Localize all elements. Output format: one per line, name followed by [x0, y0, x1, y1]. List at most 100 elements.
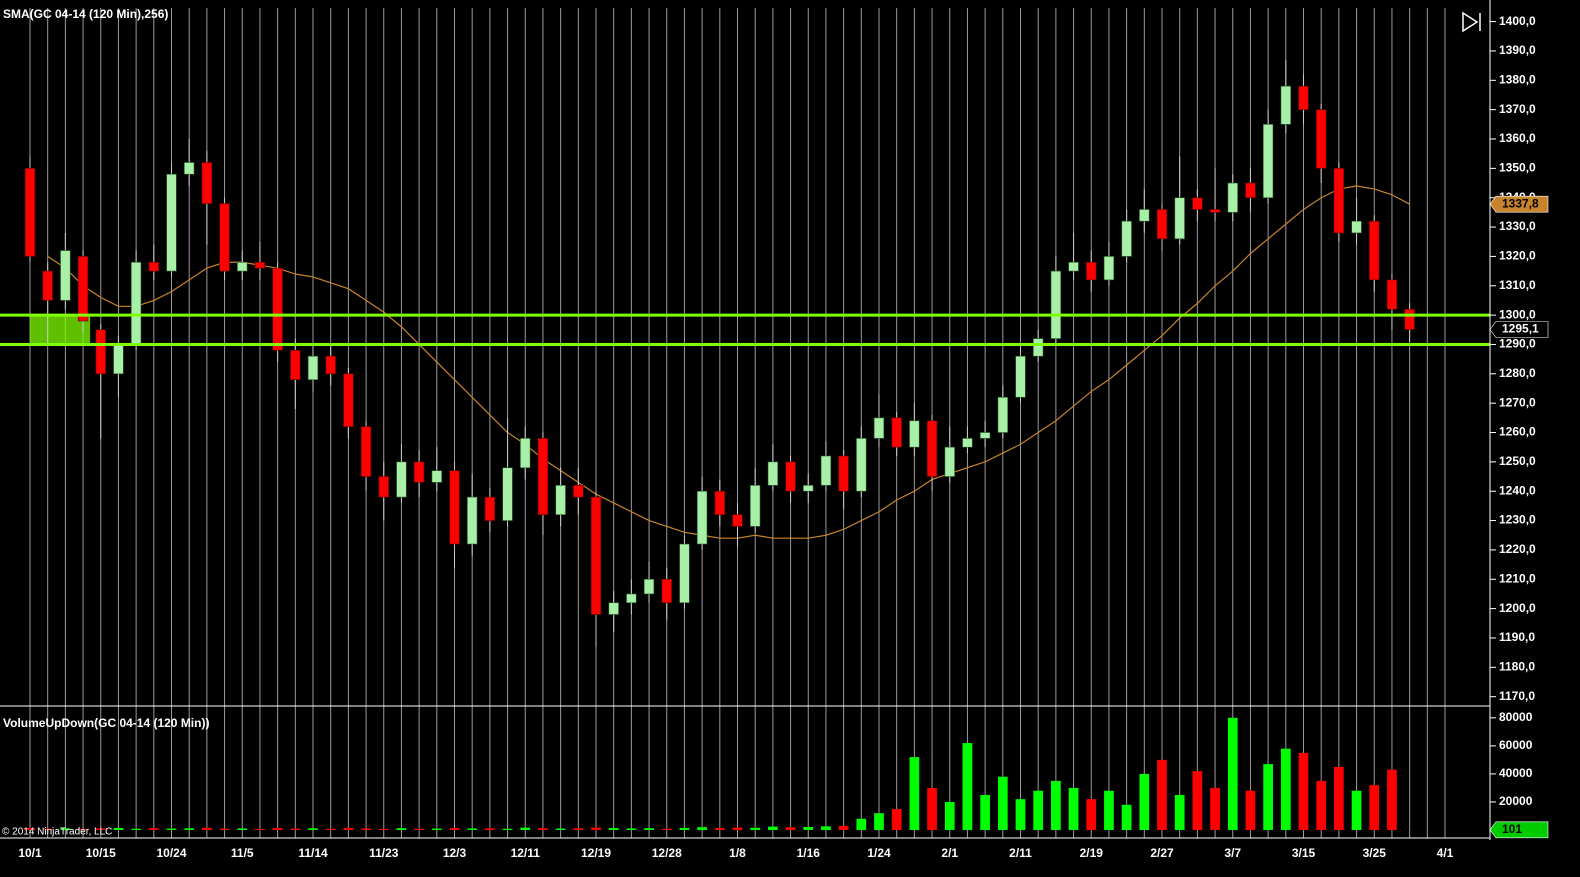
candle-body: [1333, 168, 1345, 234]
volume-bar: [255, 828, 265, 830]
volume-bar: [821, 826, 831, 830]
volume-bar: [1121, 804, 1132, 830]
volume-bar: [573, 828, 584, 830]
y-tick-label: 1210,0: [1499, 571, 1536, 585]
volume-bar: [1316, 780, 1327, 830]
y-tick-label: 1370,0: [1499, 102, 1536, 116]
candle-body: [184, 162, 195, 175]
volume-bar: [1104, 790, 1114, 830]
y-tick-label: 1240,0: [1499, 483, 1536, 497]
candle-body: [997, 396, 1008, 433]
volume-bar: [308, 828, 318, 830]
candle-body: [590, 496, 602, 615]
volume-bar: [1280, 748, 1291, 830]
y-tick-label: 1170,0: [1499, 689, 1535, 703]
candle-body: [130, 261, 142, 345]
candle-body: [1050, 270, 1062, 339]
x-tick-label: 11/5: [231, 846, 254, 860]
candle-body: [820, 455, 832, 486]
x-tick-label: 2/11: [1009, 846, 1032, 860]
y-tick-label: 1190,0: [1499, 630, 1535, 644]
volume-bar: [202, 827, 212, 830]
volume-bar: [962, 743, 973, 830]
candle-body: [1351, 220, 1362, 234]
volume-bar: [1051, 780, 1061, 830]
y-tick-label: 1390,0: [1499, 43, 1536, 57]
candle-body: [1139, 209, 1150, 222]
volume-bar: [219, 828, 230, 830]
candle-body: [1262, 124, 1274, 199]
volume-bar: [78, 828, 88, 830]
candle-body: [148, 261, 159, 272]
volume-bar: [714, 828, 725, 830]
y-tick-label: 1360,0: [1499, 131, 1536, 145]
volume-bar: [290, 828, 301, 830]
volume-bar: [60, 828, 71, 830]
candle-body: [113, 344, 124, 375]
candle-body: [325, 355, 336, 375]
volume-bar: [626, 828, 637, 830]
volume-bar: [1015, 799, 1026, 830]
candle-body: [237, 261, 248, 272]
volume-bar: [42, 828, 53, 830]
x-tick-label: 3/15: [1292, 846, 1316, 860]
candle-body: [555, 485, 566, 515]
volume-bar: [980, 794, 990, 830]
volume-bar: [1351, 790, 1362, 830]
y-tick-label: 1280,0: [1499, 366, 1536, 380]
volume-bar: [361, 828, 371, 830]
volume-bar: [1192, 771, 1203, 830]
candle-body: [803, 485, 814, 492]
x-tick-label: 12/28: [652, 846, 682, 860]
sma-label: 1337,8: [1502, 196, 1539, 210]
candle-body: [449, 470, 460, 545]
y-tick-label: 1320,0: [1499, 249, 1536, 263]
volume-bar: [661, 828, 672, 830]
candle-body: [643, 578, 655, 595]
volume-bar: [166, 828, 177, 830]
x-tick-label: 12/3: [443, 846, 467, 860]
volume-bar: [697, 827, 707, 830]
candle-body: [1174, 197, 1185, 240]
candle-body: [1192, 197, 1203, 210]
volume-bar: [1369, 785, 1380, 830]
volume-bar: [608, 828, 619, 830]
y-tick-label: 1380,0: [1499, 72, 1536, 86]
volume-bar: [1157, 759, 1167, 830]
candle-body: [1156, 209, 1168, 240]
volume-bar: [485, 828, 495, 830]
volume-bar: [679, 827, 690, 830]
y-tick-label: 1220,0: [1499, 542, 1536, 556]
y-tick-label: 1300,0: [1499, 307, 1536, 321]
x-tick-label: 10/1: [18, 846, 42, 860]
candle-body: [431, 470, 442, 483]
candle-body: [1404, 308, 1415, 330]
candle-body: [1121, 220, 1132, 257]
volume-bar: [396, 828, 407, 830]
candle-body: [573, 485, 584, 498]
volume-bar: [95, 828, 106, 830]
candle-body: [219, 203, 230, 272]
candle-body: [166, 173, 177, 272]
candle-body: [307, 355, 319, 380]
candle-body: [1033, 338, 1044, 357]
volume-bar: [555, 828, 566, 830]
x-tick-label: 3/25: [1363, 846, 1387, 860]
candle-body: [944, 446, 955, 477]
candle-body: [360, 426, 372, 477]
candle-body: [484, 496, 496, 521]
x-tick-label: 1/16: [797, 846, 821, 860]
volume-bar: [838, 825, 849, 830]
candle-body: [696, 490, 708, 545]
x-tick-label: 1/8: [729, 846, 746, 860]
sma-label-box: [1489, 195, 1549, 213]
last-price-label-box: [1489, 321, 1549, 338]
scroll-end-button[interactable]: [1460, 10, 1484, 34]
candle-body: [891, 417, 902, 448]
candle-body: [290, 350, 301, 380]
volume-bar: [944, 801, 955, 830]
candle-body: [1068, 261, 1079, 272]
candle-body: [413, 461, 425, 483]
volume-bar: [1227, 717, 1238, 830]
